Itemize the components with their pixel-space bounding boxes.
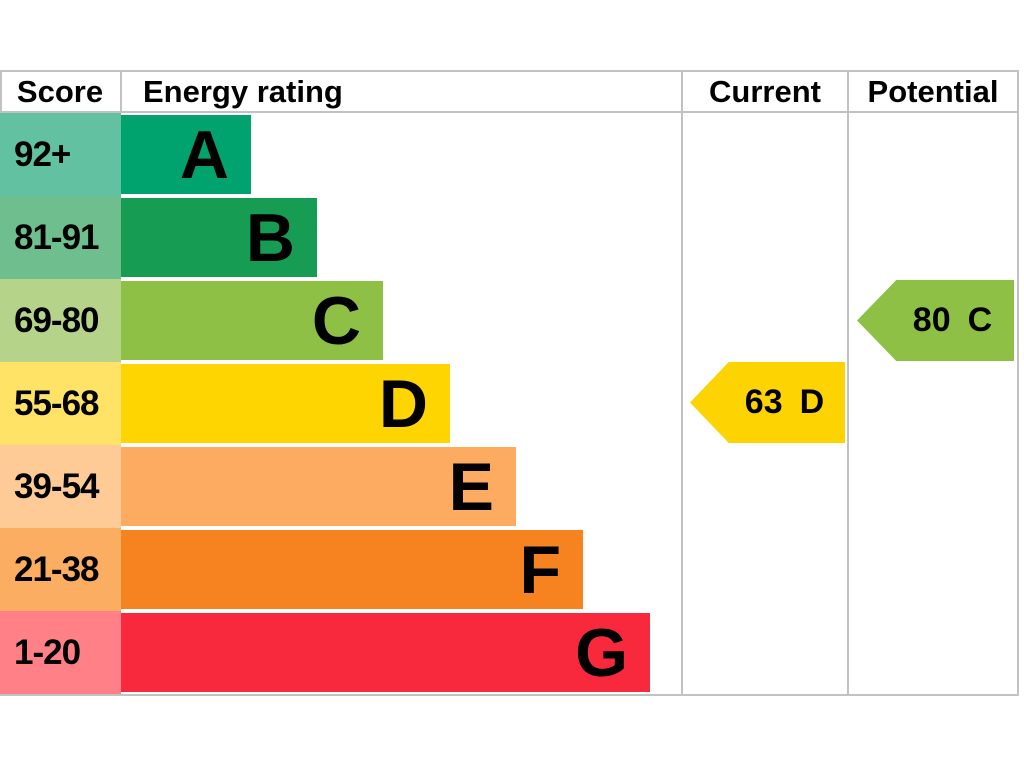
current-column-divider — [681, 70, 683, 696]
column-header-potential: Potential — [867, 73, 999, 109]
rating-bar-f: F — [121, 530, 583, 609]
rating-row-b: 81-91 B — [0, 196, 1017, 279]
rating-row-d: 55-68 D — [0, 362, 1017, 445]
score-range-f: 21-38 — [0, 528, 121, 611]
rating-row-a: 92+ A — [0, 113, 1017, 196]
current-rating-value: 63 — [744, 383, 783, 421]
current-rating-letter: D — [799, 383, 825, 421]
table-bottom-border — [0, 694, 1019, 696]
score-range-d: 55-68 — [0, 362, 121, 445]
rating-bar-b: B — [121, 198, 317, 277]
score-range-e: 39-54 — [0, 445, 121, 528]
potential-rating-value: 80 — [912, 301, 951, 339]
column-header-score: Score — [16, 73, 104, 109]
header-bottom-border — [0, 111, 1019, 113]
rating-row-c: 69-80 C — [0, 279, 1017, 362]
rating-bar-c: C — [121, 281, 383, 360]
rating-row-e: 39-54 E — [0, 445, 1017, 528]
column-header-current: Current — [709, 73, 821, 109]
score-range-g: 1-20 — [0, 611, 121, 694]
rating-row-f: 21-38 F — [0, 528, 1017, 611]
rating-bar-a: A — [121, 115, 251, 194]
potential-rating-arrow: 80 C — [857, 280, 1014, 361]
rating-bar-e: E — [121, 447, 516, 526]
column-header-energy-rating: Energy rating — [143, 73, 343, 109]
potential-column-divider — [847, 70, 849, 696]
score-range-b: 81-91 — [0, 196, 121, 279]
score-range-a: 92+ — [0, 113, 121, 196]
header-left-border — [0, 70, 2, 113]
rating-bar-d: D — [121, 364, 450, 443]
table-right-border — [1017, 70, 1019, 696]
rating-bar-g: G — [121, 613, 650, 692]
rating-row-g: 1-20 G — [0, 611, 1017, 694]
table-top-border — [0, 70, 1019, 72]
potential-rating-letter: C — [967, 301, 993, 339]
score-range-c: 69-80 — [0, 279, 121, 362]
score-column-divider — [120, 70, 122, 113]
